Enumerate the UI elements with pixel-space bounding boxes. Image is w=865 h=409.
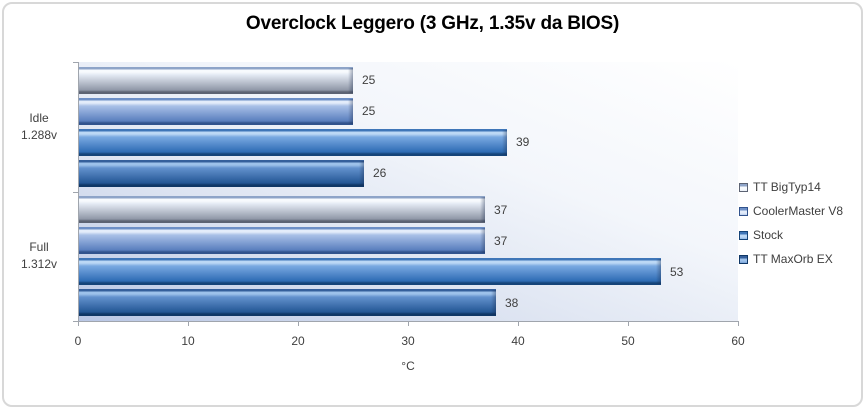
bar-row: 25: [78, 66, 738, 94]
value-axis-title: °C: [401, 359, 415, 373]
data-label: 38: [505, 295, 519, 310]
bar-stock-full: [78, 258, 661, 286]
category-tick-mark: [73, 192, 78, 193]
bar-row: 39: [78, 128, 738, 156]
category-name: Idle: [29, 110, 49, 125]
legend-label: Stock: [753, 228, 784, 242]
x-tick-mark: [78, 321, 79, 326]
x-tick-label: 10: [181, 334, 195, 348]
x-tick-label: 20: [291, 334, 305, 348]
data-label: 25: [362, 73, 376, 88]
value-axis: 0 10 20 30 40 50 60: [74, 321, 745, 351]
bar-row: 25: [78, 97, 738, 125]
bar-row: 53: [78, 258, 738, 286]
category-voltage: 1.312v: [20, 257, 58, 272]
legend-item-stock: Stock: [739, 228, 843, 242]
legend-swatch: [739, 230, 748, 240]
legend-swatch: [739, 206, 748, 216]
x-tick-mark: [188, 321, 189, 326]
chart-title: Overclock Leggero (3 GHz, 1.35v da BIOS): [245, 13, 620, 34]
category-voltage: 1.288v: [20, 127, 58, 142]
x-tick-mark: [518, 321, 519, 326]
legend-item-tt-maxorb-ex: TT MaxOrb EX: [739, 252, 843, 266]
data-label: 37: [494, 233, 508, 248]
bar-row: 26: [78, 159, 738, 187]
data-label: 25: [362, 104, 376, 119]
category-tick-mark: [73, 321, 78, 322]
data-label: 53: [670, 264, 684, 279]
legend-label: TT BigTyp14: [753, 180, 821, 194]
x-tick-label: 60: [731, 334, 745, 348]
data-label: 37: [494, 202, 508, 217]
bar-coolermaster-v8-full: [78, 227, 485, 255]
legend-label: TT MaxOrb EX: [753, 252, 833, 266]
bar-tt-bigtyp14-idle: [78, 66, 353, 94]
data-label: 26: [373, 166, 387, 181]
legend: TT BigTyp14 CoolerMaster V8 Stock TT MaxOrb…: [739, 180, 844, 266]
legend-swatch: [739, 182, 748, 192]
x-tick-mark: [298, 321, 299, 326]
category-label-idle: Idle 1.288v: [4, 62, 74, 192]
legend-item-coolermaster-v8: CoolerMaster V8: [739, 204, 844, 218]
x-tick-label: 0: [74, 334, 82, 348]
category-label-full: Full 1.312v: [4, 192, 74, 322]
bar-row: 38: [78, 289, 738, 317]
bar-stock-idle: [78, 128, 507, 156]
x-tick-mark: [408, 321, 409, 326]
legend-swatch: [739, 254, 748, 264]
bar-row: 37: [78, 196, 738, 224]
category-tick-mark: [73, 62, 78, 63]
plot-area: 25 25 39 26 37 37 53 38: [78, 62, 738, 321]
x-tick-label: 40: [511, 334, 525, 348]
x-tick-label: 50: [621, 334, 635, 348]
bar-coolermaster-v8-idle: [78, 97, 353, 125]
category-group-idle: 25 25 39 26: [78, 62, 738, 192]
bar-row: 37: [78, 227, 738, 255]
bar-tt-maxorb-ex-full: [78, 289, 496, 317]
category-axis-line: [73, 62, 79, 322]
x-tick-label: 30: [401, 334, 415, 348]
data-label: 39: [516, 135, 530, 150]
bar-tt-bigtyp14-full: [78, 196, 485, 224]
category-name: Full: [29, 240, 49, 255]
x-tick-mark: [738, 321, 739, 326]
category-group-full: 37 37 53 38: [78, 192, 738, 322]
category-axis-labels: Idle 1.288v Full 1.312v: [4, 62, 74, 321]
legend-item-tt-bigtyp14: TT BigTyp14: [739, 180, 843, 194]
x-tick-mark: [628, 321, 629, 326]
bar-tt-maxorb-ex-idle: [78, 159, 364, 187]
legend-label: CoolerMaster V8: [753, 204, 844, 218]
